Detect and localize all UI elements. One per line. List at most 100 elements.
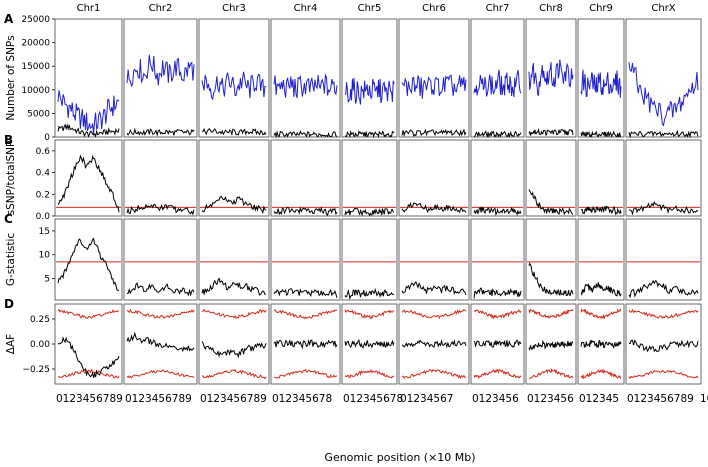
- series-line-secondary: [201, 277, 266, 296]
- x-tick-labels-chr8: 0123456: [527, 393, 574, 405]
- confidence-band-lower: [528, 368, 574, 379]
- panel-a-chr1: [54, 18, 123, 138]
- confidence-band-upper: [474, 308, 522, 320]
- panel-a-chr5: [341, 18, 398, 138]
- x-tick-labels-chr1: 0123456789: [56, 393, 123, 405]
- panel-letter-d: D: [4, 297, 14, 311]
- panel-d-chr2: [123, 303, 198, 385]
- panel-d-chr4: [270, 303, 341, 385]
- series-line-secondary: [401, 128, 467, 138]
- y-tick-label: 10: [39, 251, 51, 261]
- confidence-band-lower: [273, 368, 338, 379]
- panel-b-chr3: [198, 139, 270, 217]
- series-line-primary: [201, 71, 267, 101]
- confidence-band-lower: [57, 368, 120, 379]
- panel-a-chr6: [398, 18, 470, 138]
- y-axis-label-row-a: Number of SNPs: [5, 35, 17, 120]
- chromosome-label-chr7: Chr7: [486, 3, 510, 14]
- chromosome-label-chr6: Chr6: [422, 3, 446, 14]
- panel-a-chrx: [625, 18, 702, 138]
- y-axis-label-row-c: G-statistic: [5, 233, 17, 286]
- series-line-secondary: [57, 336, 120, 378]
- panel-c-chr7: [470, 218, 525, 301]
- chromosome-label-chr5: Chr5: [358, 3, 382, 14]
- series-line-secondary: [628, 201, 699, 216]
- series-line-primary: [126, 54, 195, 88]
- panel-b-chr7: [470, 139, 525, 217]
- series-line-secondary: [344, 207, 395, 217]
- panel-letter-a: A: [4, 12, 14, 26]
- confidence-band-lower: [344, 369, 395, 379]
- panel-d-chr1: [54, 303, 123, 385]
- series-line-secondary: [273, 130, 338, 139]
- series-line-secondary: [628, 129, 699, 139]
- panel-c-chrx: [625, 218, 702, 301]
- series-line-secondary: [401, 281, 467, 296]
- chromosome-label-chr8: Chr8: [539, 3, 563, 14]
- y-tick-label: 0.0: [36, 212, 51, 222]
- confidence-band-upper: [273, 309, 337, 320]
- panel-c-chr6: [398, 218, 470, 301]
- chromosome-label-chr4: Chr4: [294, 3, 318, 14]
- panel-d-chrx: [625, 303, 702, 385]
- panel-b-chrx: [625, 139, 702, 217]
- x-tick-labels-chr5: 012345678: [343, 393, 403, 405]
- panel-a-chr8: [525, 18, 577, 138]
- y-tick-label: 0: [44, 133, 50, 143]
- series-line-secondary: [628, 339, 699, 353]
- series-line-secondary: [201, 195, 267, 215]
- y-tick-label: −0.25: [22, 365, 50, 375]
- series-line-primary: [473, 69, 522, 98]
- y-tick-label: 0.00: [30, 340, 50, 350]
- x-tick-labels-chr3: 0123456789: [200, 393, 267, 405]
- confidence-band-lower: [580, 368, 622, 380]
- y-tick-label: 0.25: [30, 315, 50, 325]
- series-line-secondary: [201, 341, 267, 359]
- panel-c-chr1: [54, 218, 123, 301]
- chromosome-label-chr3: Chr3: [222, 3, 246, 14]
- panel-a-chr2: [123, 18, 198, 138]
- confidence-band-upper: [344, 309, 395, 320]
- confidence-band-upper: [201, 308, 267, 319]
- series-line-primary: [580, 69, 622, 98]
- panel-d-chr6: [398, 303, 470, 385]
- confidence-band-upper: [528, 308, 574, 319]
- series-line-secondary: [126, 331, 195, 353]
- confidence-band-lower: [473, 369, 522, 380]
- y-tick-label: 10000: [21, 86, 50, 96]
- series-line-secondary: [528, 127, 574, 136]
- y-tick-label: 0.6: [36, 147, 51, 157]
- confidence-band-upper: [57, 308, 120, 319]
- series-line-secondary: [57, 123, 120, 138]
- panel-c-chr8: [525, 218, 577, 301]
- x-tick-labels-chr4: 012345678: [272, 393, 332, 405]
- panel-b-chr5: [341, 139, 398, 217]
- series-line-secondary: [528, 189, 574, 216]
- y-tick-label: 15000: [21, 62, 50, 72]
- chromosome-label-chr1: Chr1: [77, 3, 101, 14]
- confidence-band-upper: [401, 309, 467, 320]
- series-line-secondary: [344, 339, 395, 349]
- series-line-secondary: [474, 130, 522, 139]
- chromosome-label-chr9: Chr9: [589, 3, 613, 14]
- y-tick-label: 0.2: [36, 190, 50, 200]
- series-line-secondary: [528, 339, 574, 352]
- confidence-band-upper: [126, 308, 195, 319]
- y-tick-label: 20000: [21, 39, 50, 49]
- y-axis-label-row-b: sSNP/totalSNP: [5, 141, 17, 216]
- series-line-primary: [344, 77, 395, 105]
- x-axis-title: Genomic position (×10 Mb): [324, 451, 475, 464]
- series-line-primary: [57, 90, 120, 135]
- y-tick-label: 0.4: [36, 169, 51, 179]
- panel-b-chr1: [54, 139, 123, 217]
- series-line-secondary: [273, 288, 338, 298]
- panel-d-chr3: [198, 303, 270, 385]
- x-tick-labels-chr6: 01234567: [400, 393, 453, 405]
- series-line-secondary: [580, 282, 622, 297]
- series-line-secondary: [401, 201, 467, 214]
- panel-letter-b: B: [4, 133, 13, 147]
- series-line-secondary: [401, 339, 467, 349]
- series-line-secondary: [344, 287, 395, 300]
- series-line-secondary: [126, 281, 195, 297]
- chromosome-label-chr2: Chr2: [149, 3, 173, 14]
